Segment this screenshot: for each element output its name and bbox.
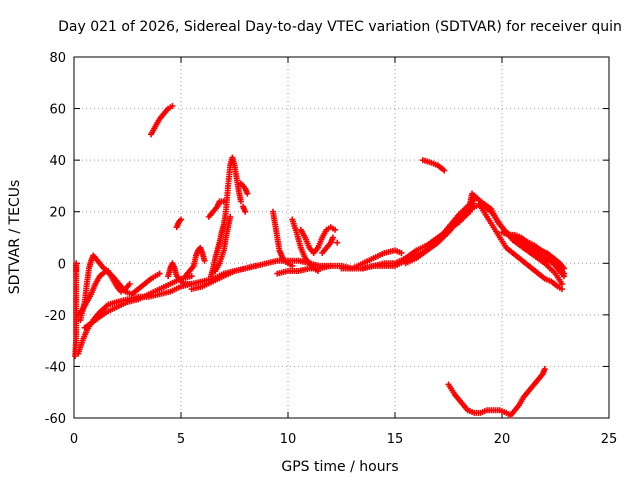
x-tick-label: 20 [494,432,511,447]
data-point [188,280,195,287]
data-point [558,286,565,293]
series-arc-18 [289,216,321,275]
series-arc-11 [207,154,244,280]
chart-title: Day 021 of 2026, Sidereal Day-to-day VTE… [58,19,622,35]
series-arc-24 [359,195,478,272]
series-arc-08 [165,260,195,287]
data-point [227,213,234,220]
series-arc-14 [237,180,251,197]
data-point [244,190,251,197]
plot-frame [73,56,610,419]
data-point [252,262,259,269]
y-tick-label: -20 [45,309,66,324]
data-point [314,268,321,275]
series-arc-17 [274,262,334,277]
data-point [178,216,184,223]
series-arc-12 [205,198,227,220]
data-point [242,208,249,215]
data-point [561,265,568,272]
data-point [561,273,568,280]
series-arc-13 [212,213,234,275]
x-tick-label: 25 [601,432,618,447]
y-tick-label: 0 [58,257,66,272]
data-point [558,280,565,287]
y-tick-label: -40 [45,360,66,375]
series-arc-23 [338,247,405,272]
series-arc-09 [182,244,208,280]
y-tick-label: 60 [49,103,66,118]
data-point [329,234,336,241]
axis-ticks: 0 5 10 15 20 25 -60 -40 -20 0 20 40 60 80 [45,51,618,447]
series-arc-22 [334,239,341,246]
series-arc-27 [477,203,565,293]
x-tick-label: 0 [70,432,78,447]
y-axis-label: SDTVAR / TECUs [7,180,23,295]
series-arc-20 [319,234,336,256]
y-tick-label: 20 [49,206,66,221]
x-tick-label: 5 [177,432,185,447]
data-point [73,268,80,275]
gridlines [74,57,609,418]
data-point [220,198,227,205]
data-point [126,280,133,287]
y-tick-label: -60 [45,412,66,427]
x-tick-label: 10 [280,432,297,447]
x-tick-label: 15 [387,432,404,447]
data-point [441,167,448,174]
data-point [201,257,208,264]
data-point [289,262,296,269]
data-point [398,249,405,256]
series-arc-16 [270,208,296,269]
data-point [156,270,163,277]
series-arc-19 [297,224,339,256]
series-arc-26 [419,157,448,174]
series-arc-01 [72,260,80,360]
y-tick-label: 80 [49,51,66,66]
data-point [237,198,244,205]
data-point [188,273,195,280]
series-arc-04 [77,252,133,324]
data-point [541,366,548,373]
y-tick-label: 40 [49,154,66,169]
series-arc-10 [188,262,259,293]
data-point [332,226,339,233]
series-arc-15 [240,203,249,215]
data-point [169,102,176,109]
series-arc-06 [148,102,176,138]
data-point [334,239,341,246]
series-arc-29 [511,234,568,280]
x-axis-label: GPS time / hours [281,459,398,475]
series-arc-30 [445,366,548,419]
series-arc-07 [173,216,184,231]
data-points [72,102,568,419]
